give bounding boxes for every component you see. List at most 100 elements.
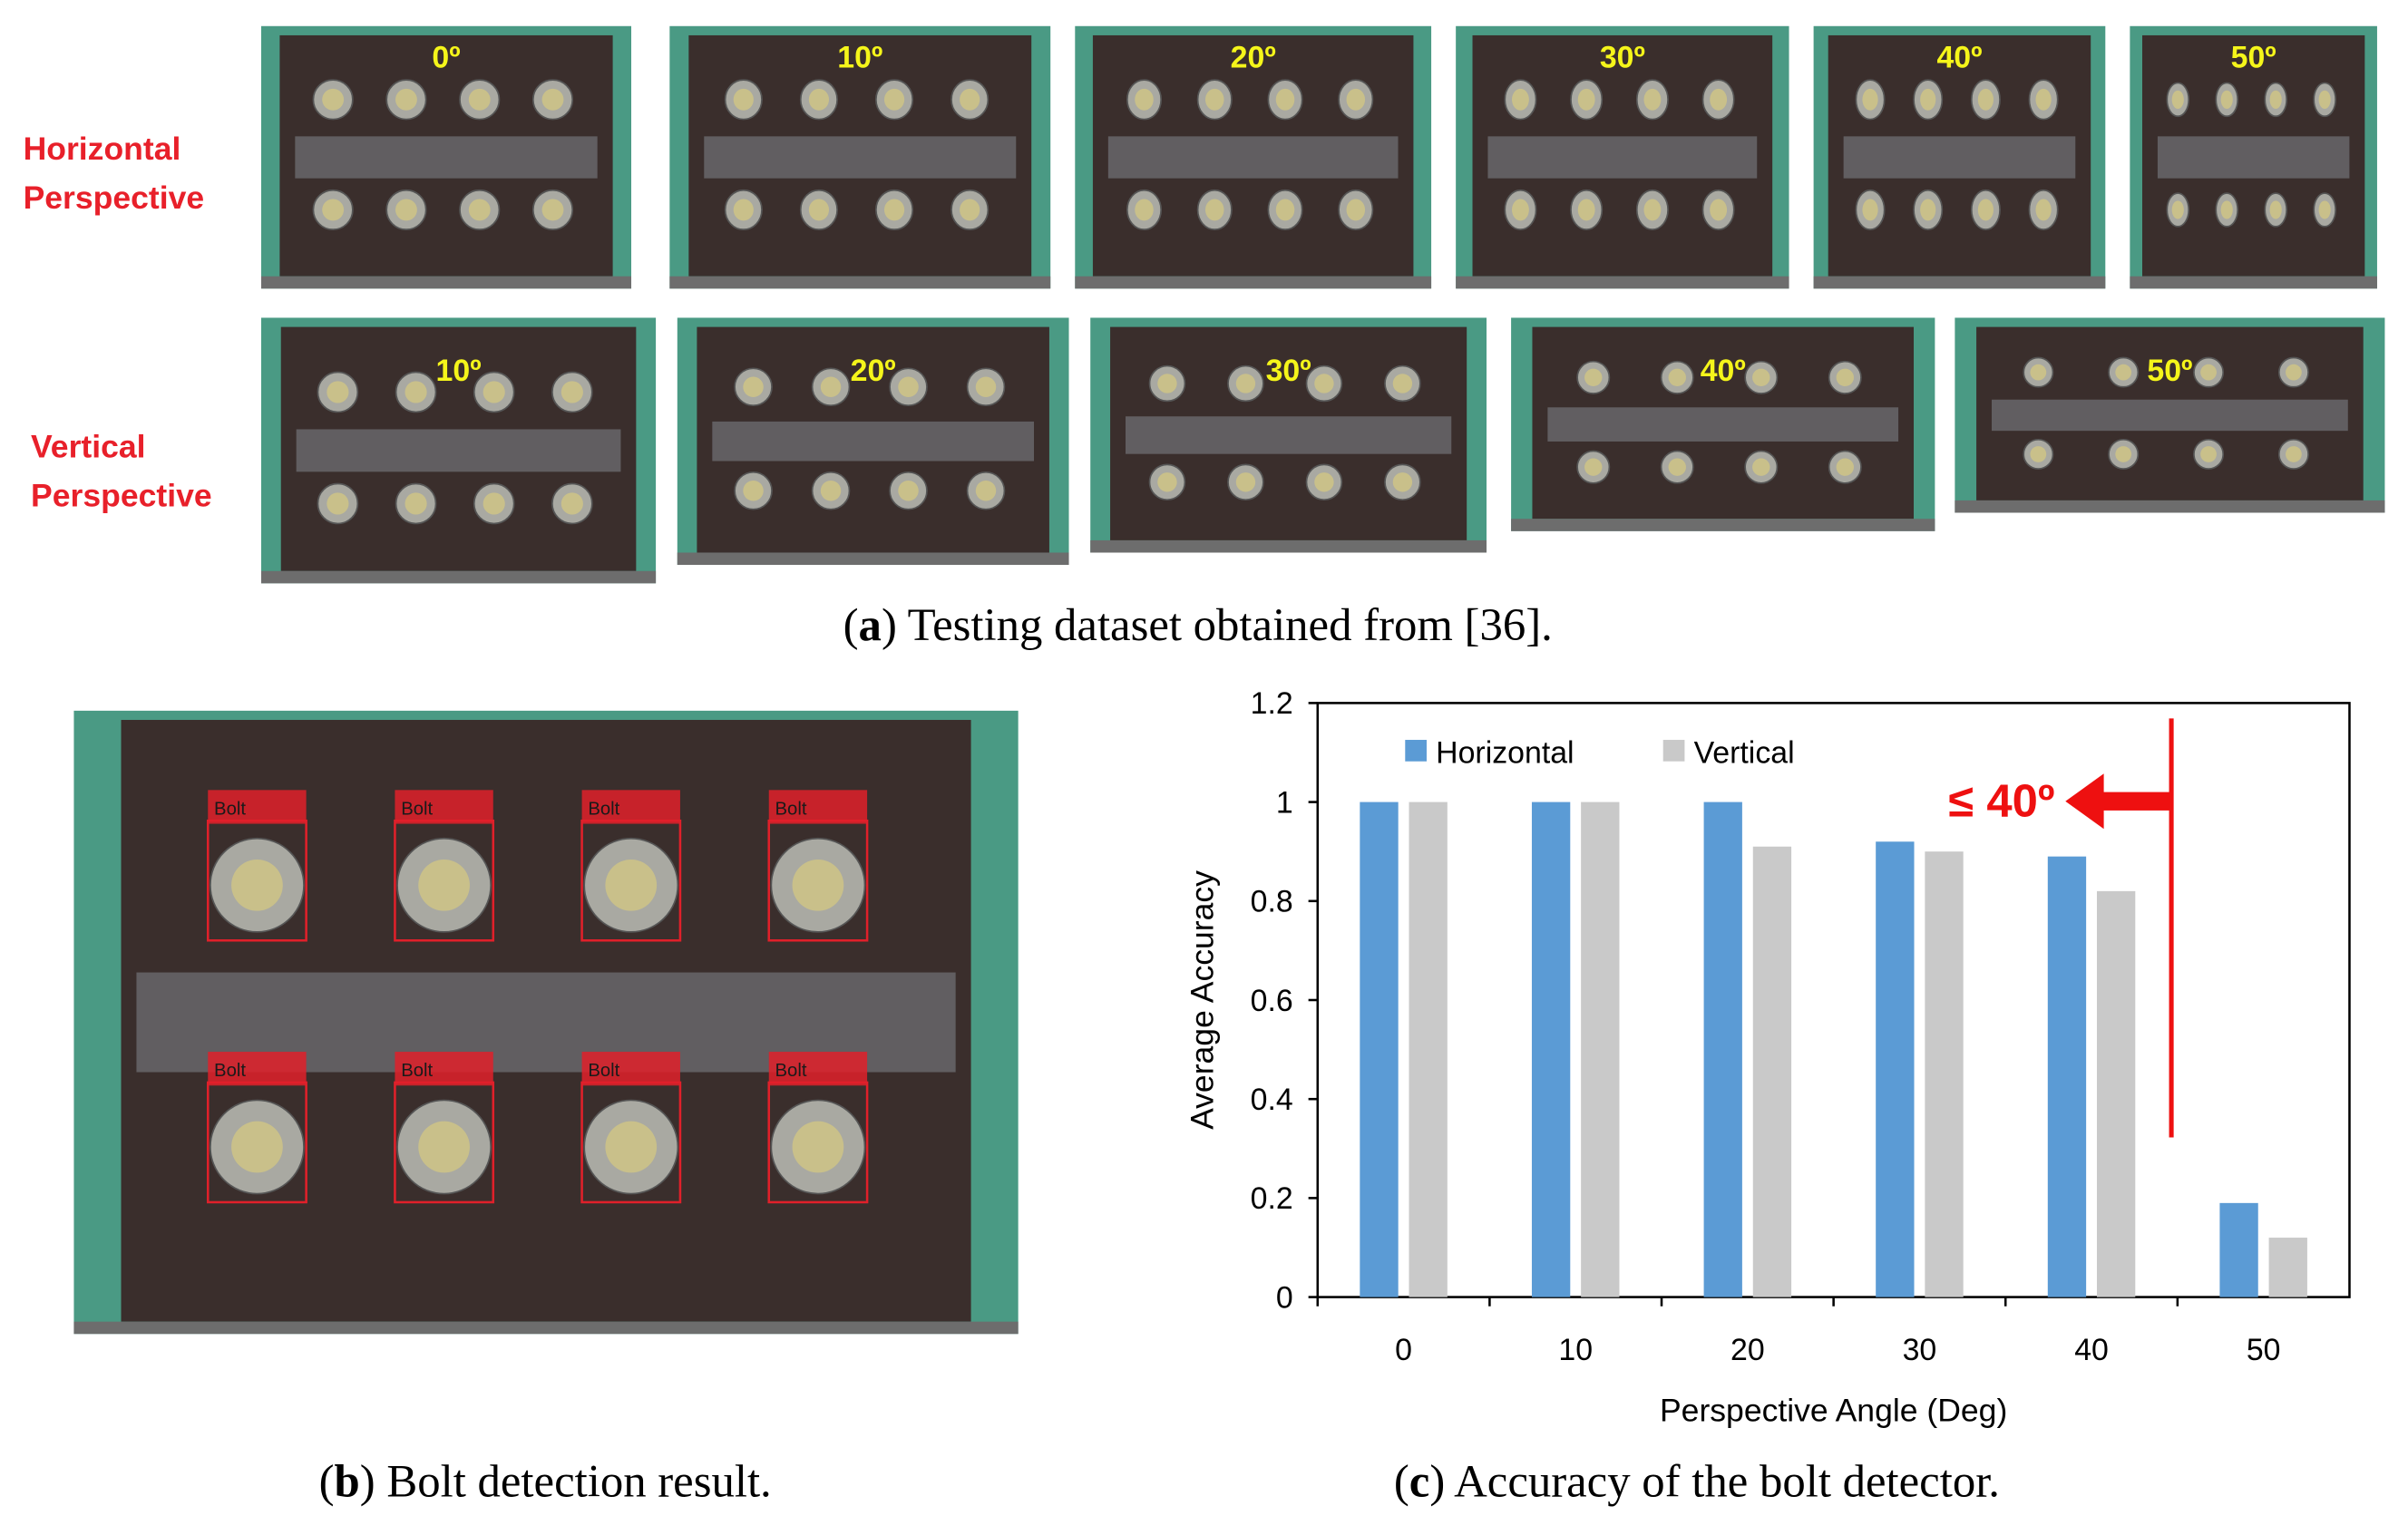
x-tick-label: 50	[2247, 1333, 2281, 1367]
arrow-head	[2065, 773, 2104, 830]
bolt-tip	[1235, 374, 1256, 393]
detection-label: Bolt	[775, 799, 807, 819]
x-tick-label: 20	[1730, 1333, 1765, 1367]
bolt-tip	[1977, 88, 1994, 111]
bolt-tip	[1511, 199, 1529, 221]
bolt-tip	[960, 199, 980, 221]
angle-label: 0º	[432, 40, 460, 74]
row-label: Vertical	[31, 429, 145, 465]
bolt-tip	[322, 199, 345, 221]
legend-swatch	[1662, 740, 1685, 762]
angle-label: 30º	[1266, 354, 1311, 388]
bar	[1703, 802, 1742, 1297]
y-tick-label: 0	[1276, 1280, 1293, 1315]
detection-label: Bolt	[588, 799, 619, 819]
chart: 0 0.2 0.4 0.6 0.8 1 1.2 0 10 20 30 40 50 Horizontal Ve…	[1185, 686, 2351, 1429]
bolt-tip	[820, 481, 842, 501]
y-tick-label: 0.2	[1251, 1181, 1293, 1216]
detection-tag	[581, 790, 680, 824]
annotation: ≤ 40º	[1948, 775, 2054, 827]
bolt-tip	[1577, 88, 1595, 111]
weld-band	[1107, 136, 1399, 179]
photo-bottom	[260, 276, 632, 289]
bolt-tip	[405, 381, 427, 403]
x-axis-title: Perspective Angle (Deg)	[1660, 1393, 2007, 1429]
bolt-tip	[1157, 374, 1177, 393]
angle-label: 40º	[1701, 354, 1746, 388]
bolt-tip	[468, 88, 491, 111]
bolt-tip	[395, 88, 417, 111]
photo-bottom	[1090, 539, 1487, 553]
angle-label: 10º	[436, 354, 482, 388]
bolt-tip	[1511, 88, 1529, 111]
bolt-tip	[1157, 472, 1177, 492]
weld-band	[704, 136, 1017, 179]
bolt-tip	[231, 859, 283, 911]
bolt-tip	[1668, 368, 1686, 387]
detection-tag	[208, 1052, 307, 1086]
bolt-tip	[2200, 364, 2217, 381]
row-label: Horizontal	[24, 131, 181, 167]
photo-bottom	[669, 276, 1051, 289]
bolt-tip	[1862, 199, 1878, 221]
weld-band	[1992, 399, 2348, 432]
bolt-tip	[2269, 90, 2282, 109]
bolt-tip	[2286, 364, 2302, 381]
caption-b: (b) Bolt detection result.	[319, 1456, 772, 1507]
bolt-tip	[327, 492, 349, 515]
arrow-shaft	[2101, 792, 2172, 811]
bolt-tip	[1668, 458, 1686, 476]
caption-a: (a) Testing dataset obtained from [36].	[843, 599, 1553, 650]
plot-frame	[1316, 702, 2351, 1298]
photo-bottom	[1075, 276, 1432, 289]
bolt-tip	[792, 1121, 844, 1173]
caption-part: ) Accuracy of the bolt detector.	[1429, 1456, 2000, 1507]
bolt-tip	[883, 199, 905, 221]
weld-band	[712, 421, 1035, 461]
bolt-tip	[2115, 364, 2132, 381]
bar	[1876, 841, 1915, 1297]
bolt-tip	[1275, 199, 1295, 221]
bolt-tip	[743, 481, 764, 501]
bolt-tip	[1577, 199, 1595, 221]
bar	[1531, 802, 1571, 1297]
bolt-tip	[1275, 88, 1295, 111]
bolt-tip	[2269, 200, 2282, 219]
bolt-tip	[1643, 88, 1662, 111]
bar	[1409, 802, 1448, 1297]
bolt-tip	[1752, 458, 1770, 476]
photo-bottom	[1955, 500, 2385, 513]
bar	[1752, 846, 1792, 1297]
bolt-tip	[1135, 88, 1154, 111]
bolt-tip	[418, 859, 470, 911]
bolt-tip	[605, 1121, 658, 1173]
bolt-tip	[1920, 88, 1936, 111]
angle-label: 30º	[1600, 40, 1645, 74]
weld-band	[1125, 416, 1452, 454]
bolt-tip	[2030, 364, 2047, 381]
legend-label: Horizontal	[1436, 735, 1574, 770]
bolt-tip	[327, 381, 349, 403]
detection-tag	[581, 1052, 680, 1086]
row-label: Perspective	[31, 478, 212, 514]
caption-c: (c) Accuracy of the bolt detector.	[1394, 1456, 2000, 1507]
row-labels: Horizontal Perspective Vertical Perspect…	[24, 131, 212, 514]
bar	[2047, 856, 2087, 1297]
caption-part: b	[335, 1456, 360, 1507]
bar	[1360, 802, 1399, 1297]
bolt-tip	[1862, 88, 1878, 111]
bolt-tip	[1836, 368, 1855, 387]
bolt-tip	[1392, 472, 1413, 492]
bolt-tip	[975, 481, 997, 501]
bolt-tip	[975, 376, 997, 398]
bolt-tip	[2030, 446, 2047, 462]
bolt-tip	[2318, 90, 2331, 109]
bolt-tip	[1235, 472, 1256, 492]
caption-part: c	[1409, 1456, 1430, 1507]
angle-label: 20º	[1231, 40, 1276, 74]
y-tick-label: 1	[1276, 785, 1293, 820]
bolt-tip	[418, 1121, 470, 1173]
bolt-tip	[2171, 90, 2184, 109]
legend-label: Vertical	[1694, 735, 1795, 770]
